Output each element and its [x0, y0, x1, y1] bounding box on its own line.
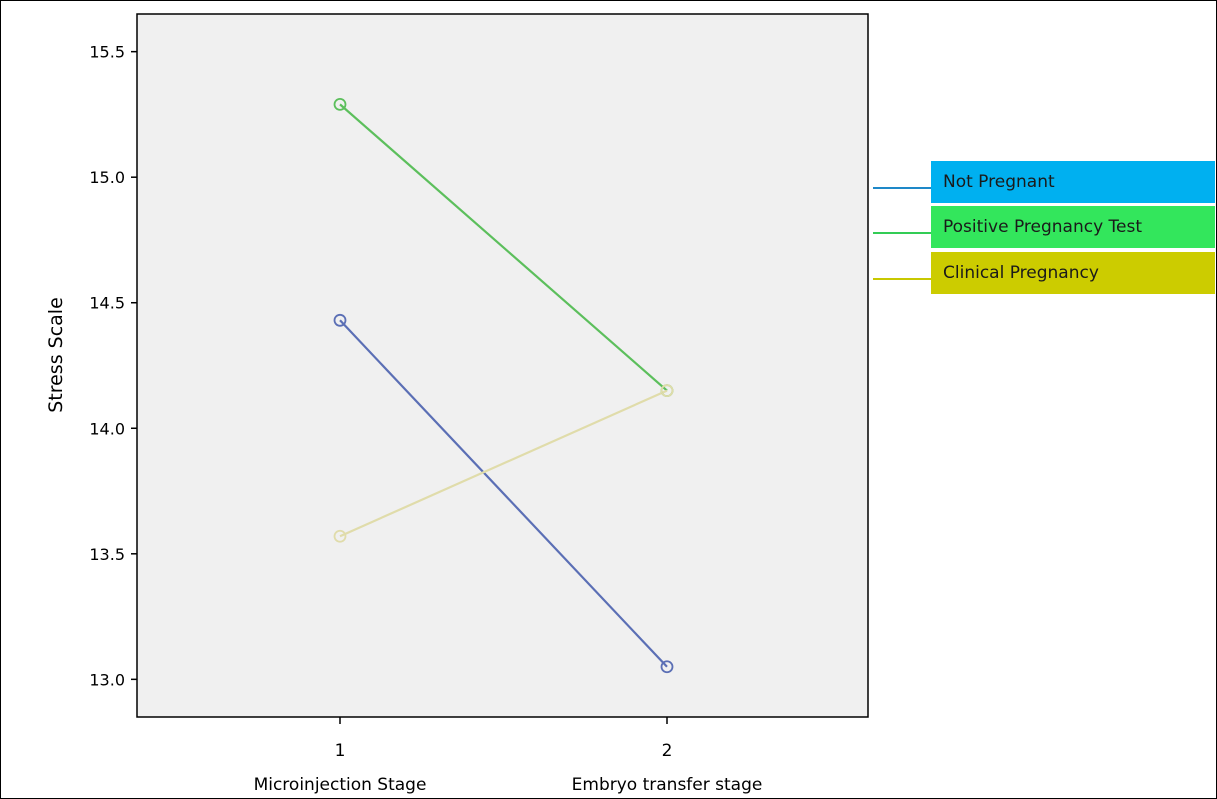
x-tick-label: 2 — [662, 741, 673, 761]
x-tick-label: 1 — [335, 741, 346, 761]
y-tick-label: 14.5 — [89, 294, 125, 313]
y-tick-label: 13.5 — [89, 545, 125, 564]
series-line — [339, 103, 668, 392]
data-point — [660, 660, 674, 674]
y-axis: 13.0 13.5 14.0 14.5 15.0 15.5 — [89, 43, 137, 689]
y-axis-label: Stress Scale — [45, 297, 67, 413]
legend-label: Positive Pregnancy Test — [943, 217, 1143, 237]
data-point — [333, 97, 347, 111]
legend-swatch-line — [873, 187, 931, 189]
y-tick-label: 13.0 — [89, 670, 125, 689]
legend-swatch-line — [873, 278, 931, 280]
series-points — [333, 97, 674, 674]
plot-area — [136, 13, 869, 718]
series-lines — [339, 103, 668, 668]
legend-label: Clinical Pregnancy — [943, 263, 1099, 283]
legend-swatch-line — [873, 232, 931, 234]
data-point — [660, 384, 674, 398]
y-tick-label: 14.0 — [89, 419, 125, 438]
data-point — [333, 529, 347, 543]
y-tick-label: 15.5 — [89, 43, 125, 62]
legend-item: Clinical Pregnancy — [931, 252, 1215, 294]
x-category-label: Microinjection Stage — [254, 775, 427, 795]
series-line — [339, 389, 668, 538]
data-point — [333, 313, 347, 327]
series-line — [339, 319, 668, 668]
legend-item: Not Pregnant — [931, 161, 1215, 203]
legend-item: Positive Pregnancy Test — [931, 206, 1215, 248]
x-category-label: Embryo transfer stage — [572, 775, 763, 795]
y-tick-label: 15.0 — [89, 168, 125, 187]
legend-label: Not Pregnant — [943, 172, 1055, 192]
x-axis: 1 Microinjection Stage 2 Embryo transfer st… — [254, 717, 763, 795]
